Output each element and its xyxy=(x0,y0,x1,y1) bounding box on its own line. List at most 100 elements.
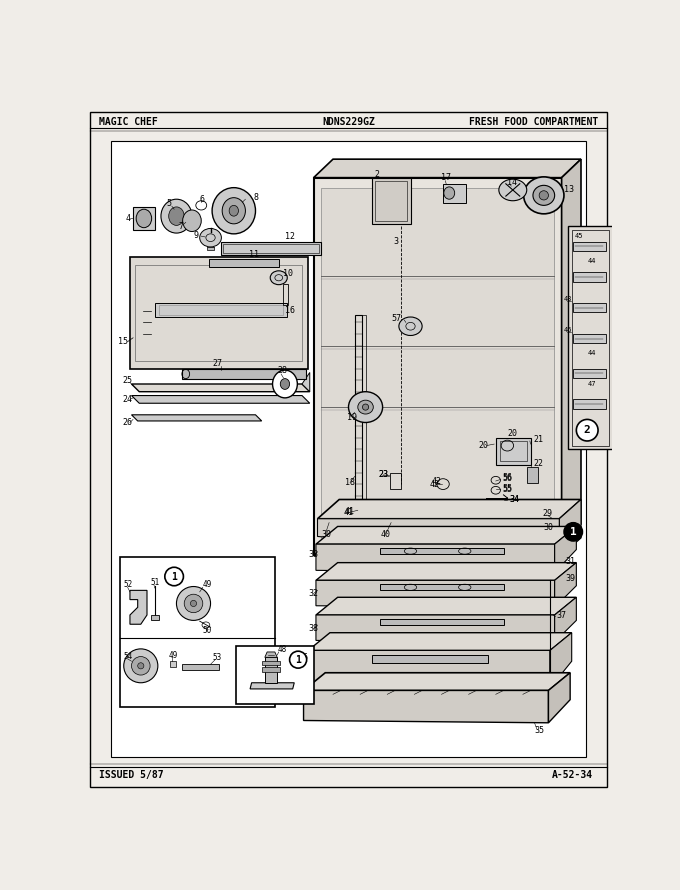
Polygon shape xyxy=(316,615,555,642)
Text: 9: 9 xyxy=(194,231,199,240)
Ellipse shape xyxy=(348,392,383,423)
Text: 56: 56 xyxy=(502,474,512,483)
Polygon shape xyxy=(303,691,549,723)
Ellipse shape xyxy=(524,177,564,214)
Text: 55: 55 xyxy=(502,485,512,494)
Ellipse shape xyxy=(184,595,203,612)
Text: 23: 23 xyxy=(378,470,388,480)
Polygon shape xyxy=(130,590,147,624)
Text: 24: 24 xyxy=(122,395,132,404)
Text: 42: 42 xyxy=(430,480,440,489)
Ellipse shape xyxy=(280,378,290,390)
Bar xyxy=(573,334,606,344)
Bar xyxy=(379,584,503,590)
Text: 12: 12 xyxy=(285,231,295,240)
Bar xyxy=(358,506,373,520)
Polygon shape xyxy=(316,580,555,607)
Bar xyxy=(111,142,586,757)
Bar xyxy=(375,181,407,221)
Bar xyxy=(568,226,613,449)
Bar xyxy=(182,368,306,379)
Polygon shape xyxy=(308,651,550,688)
Text: 5: 5 xyxy=(167,198,171,207)
Bar xyxy=(372,655,488,663)
Bar xyxy=(322,188,554,542)
Ellipse shape xyxy=(161,199,192,233)
Bar xyxy=(573,241,606,251)
Ellipse shape xyxy=(499,179,527,201)
Text: 49: 49 xyxy=(203,579,212,588)
Text: 1: 1 xyxy=(570,527,577,537)
Polygon shape xyxy=(318,499,581,519)
Ellipse shape xyxy=(273,370,297,398)
Bar xyxy=(155,303,286,317)
Polygon shape xyxy=(313,159,581,178)
Text: 2: 2 xyxy=(375,170,380,179)
Bar xyxy=(573,368,606,378)
Text: 32: 32 xyxy=(308,589,318,598)
Ellipse shape xyxy=(183,210,201,231)
Text: 54: 54 xyxy=(124,652,133,661)
Ellipse shape xyxy=(539,190,549,200)
Text: 16: 16 xyxy=(285,306,295,315)
Polygon shape xyxy=(265,652,277,658)
Text: 14: 14 xyxy=(507,178,517,187)
Bar xyxy=(207,247,214,250)
Bar xyxy=(496,438,530,465)
Text: 42: 42 xyxy=(431,477,441,486)
Text: 2: 2 xyxy=(584,425,590,435)
Text: 34: 34 xyxy=(510,495,520,504)
Polygon shape xyxy=(303,673,570,691)
Bar xyxy=(572,230,609,446)
Polygon shape xyxy=(318,519,559,557)
Text: 39: 39 xyxy=(566,573,575,583)
Circle shape xyxy=(165,567,184,586)
Ellipse shape xyxy=(212,188,256,234)
Text: 33: 33 xyxy=(308,550,318,560)
Text: 38: 38 xyxy=(308,625,318,634)
Ellipse shape xyxy=(137,663,144,669)
Text: 29: 29 xyxy=(542,509,552,518)
Text: 26: 26 xyxy=(122,418,132,427)
Bar xyxy=(262,668,280,672)
Circle shape xyxy=(577,419,598,441)
Bar xyxy=(158,305,283,315)
Text: 48: 48 xyxy=(277,645,286,654)
Bar xyxy=(390,473,401,490)
Bar xyxy=(223,244,319,253)
Polygon shape xyxy=(316,527,577,544)
Polygon shape xyxy=(562,159,581,546)
Polygon shape xyxy=(250,683,294,689)
Text: 1: 1 xyxy=(295,655,301,665)
Text: 20: 20 xyxy=(479,441,489,450)
Bar xyxy=(130,257,308,368)
Bar xyxy=(284,284,288,305)
Text: 41: 41 xyxy=(345,507,355,516)
Bar xyxy=(379,548,503,554)
Text: 55: 55 xyxy=(502,484,512,493)
Bar xyxy=(236,646,313,704)
Text: 18: 18 xyxy=(345,478,355,487)
Polygon shape xyxy=(555,562,577,607)
Text: ISSUED 5/87: ISSUED 5/87 xyxy=(99,770,164,781)
Bar xyxy=(182,664,219,670)
Text: 22: 22 xyxy=(533,459,543,468)
Polygon shape xyxy=(555,527,577,572)
Text: 6: 6 xyxy=(200,195,205,204)
Polygon shape xyxy=(316,544,555,572)
Text: 52: 52 xyxy=(124,579,133,588)
Polygon shape xyxy=(308,633,572,651)
Text: 47: 47 xyxy=(588,381,596,387)
Ellipse shape xyxy=(124,649,158,683)
Bar xyxy=(209,259,279,267)
Polygon shape xyxy=(131,415,262,421)
Text: 51: 51 xyxy=(150,578,159,587)
Ellipse shape xyxy=(200,229,222,247)
Text: 27: 27 xyxy=(213,359,223,368)
Ellipse shape xyxy=(556,577,564,583)
Bar xyxy=(120,557,275,708)
Text: 50: 50 xyxy=(203,626,212,635)
Circle shape xyxy=(564,522,583,541)
Ellipse shape xyxy=(229,206,239,216)
Text: 35: 35 xyxy=(534,726,545,735)
